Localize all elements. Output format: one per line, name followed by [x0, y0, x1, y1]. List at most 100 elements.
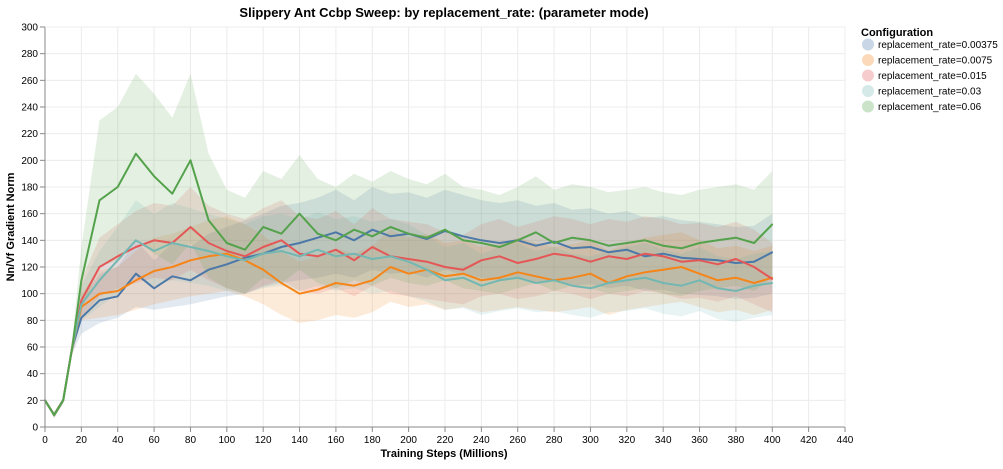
- data-point: [444, 275, 446, 278]
- data-point: [480, 279, 483, 282]
- data-point: [480, 239, 483, 242]
- data-point: [516, 239, 519, 242]
- x-tick-label: 280: [546, 435, 563, 446]
- data-point: [407, 258, 410, 260]
- data-point: [62, 399, 64, 402]
- data-point: [753, 260, 755, 263]
- legend-label: replacement_rate=0.0075: [878, 56, 993, 67]
- data-point: [644, 276, 646, 279]
- data-point: [589, 239, 592, 242]
- data-point: [262, 246, 265, 248]
- data-point: [680, 247, 683, 250]
- x-tick-label: 80: [185, 435, 197, 446]
- data-point: [626, 242, 628, 244]
- series-lines: [44, 152, 774, 416]
- data-point: [280, 250, 283, 252]
- data-point: [80, 279, 83, 282]
- data-point: [298, 242, 301, 244]
- data-point: [498, 246, 501, 248]
- x-tick-label: 240: [473, 435, 490, 446]
- data-point: [753, 266, 755, 268]
- data-point: [116, 255, 119, 258]
- data-point: [244, 259, 246, 262]
- data-point: [371, 246, 374, 248]
- x-tick-label: 100: [218, 435, 235, 446]
- data-point: [607, 251, 610, 254]
- data-point: [371, 235, 374, 238]
- legend-swatch: [862, 38, 874, 51]
- data-point: [353, 284, 355, 287]
- data-point: [244, 256, 246, 259]
- data-point: [353, 259, 355, 262]
- data-point: [444, 279, 446, 282]
- data-point: [626, 275, 628, 278]
- y-tick-label: 220: [21, 129, 38, 140]
- data-point: [571, 284, 574, 287]
- data-point: [353, 252, 355, 255]
- data-point: [98, 199, 101, 202]
- data-point: [371, 279, 374, 282]
- data-point: [389, 255, 392, 258]
- data-point: [444, 266, 446, 268]
- y-tick-label: 160: [21, 209, 38, 220]
- x-tick-label: 420: [800, 435, 817, 446]
- data-point: [389, 235, 392, 238]
- data-point: [80, 299, 83, 302]
- legend-label: replacement_rate=0.015: [878, 71, 987, 82]
- data-point: [698, 272, 701, 275]
- legend-title: Configuration: [861, 27, 933, 39]
- data-point: [171, 275, 174, 278]
- data-point: [135, 239, 137, 242]
- data-point: [335, 255, 337, 258]
- y-tick-label: 180: [21, 183, 38, 194]
- data-point: [116, 290, 119, 292]
- data-point: [98, 299, 101, 302]
- data-point: [262, 252, 265, 255]
- data-point: [589, 287, 592, 290]
- data-point: [335, 282, 337, 284]
- y-tick-label: 280: [21, 49, 38, 60]
- data-point: [407, 232, 410, 235]
- data-point: [771, 278, 774, 280]
- data-point: [280, 239, 283, 242]
- data-point: [280, 232, 283, 235]
- data-point: [662, 252, 664, 255]
- data-point: [426, 236, 428, 239]
- data-point: [535, 275, 537, 278]
- legend-swatch: [862, 54, 874, 66]
- data-point: [316, 248, 319, 251]
- x-tick-label: 180: [364, 435, 381, 446]
- data-point: [553, 279, 555, 282]
- data-point: [662, 282, 664, 284]
- data-point: [353, 228, 355, 231]
- data-point: [371, 258, 374, 260]
- x-tick-label: 140: [291, 435, 308, 446]
- x-tick-label: 260: [509, 435, 526, 446]
- data-point: [80, 316, 83, 319]
- y-tick-label: 260: [21, 76, 38, 87]
- data-point: [607, 282, 610, 284]
- x-tick-label: 360: [691, 435, 708, 446]
- data-point: [262, 226, 265, 228]
- data-point: [171, 192, 174, 195]
- data-point: [480, 242, 483, 244]
- data-point: [462, 268, 465, 271]
- data-point: [771, 282, 774, 284]
- data-point: [189, 159, 192, 162]
- y-tick-label: 240: [21, 103, 38, 114]
- data-point: [698, 259, 701, 262]
- data-point: [116, 295, 119, 298]
- data-point: [735, 236, 737, 239]
- data-point: [98, 279, 101, 282]
- data-point: [153, 287, 155, 290]
- data-point: [298, 252, 301, 255]
- series-band: [45, 216, 773, 418]
- data-point: [698, 279, 701, 282]
- y-tick-label: 140: [21, 236, 38, 247]
- data-point: [207, 268, 210, 271]
- x-tick-label: 160: [328, 435, 345, 446]
- data-point: [353, 239, 355, 242]
- data-point: [71, 346, 74, 348]
- data-point: [626, 248, 628, 251]
- data-point: [135, 246, 137, 248]
